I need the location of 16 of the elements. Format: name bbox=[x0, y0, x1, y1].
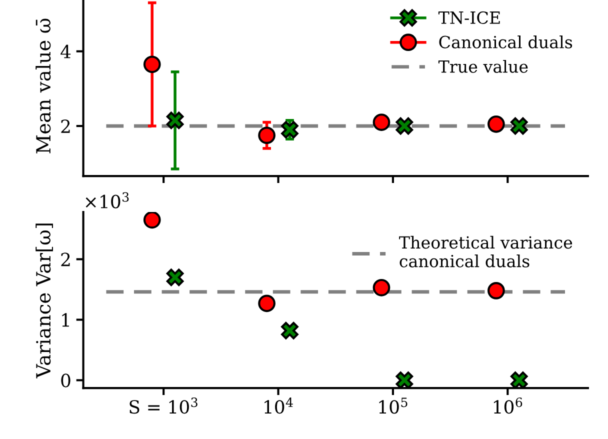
y-tick-label: 0 bbox=[61, 374, 70, 388]
y-tick-label: 2 bbox=[61, 119, 70, 133]
x-tick-label: 10$^{4}$ bbox=[264, 398, 293, 414]
text: ×10$^{3}$ bbox=[86, 192, 129, 208]
legend-label: TN-ICE bbox=[438, 11, 500, 24]
y-tick-label: 4 bbox=[60, 44, 71, 58]
legend-label: True value bbox=[438, 60, 528, 73]
legend-label: Theoretical variance canonical duals bbox=[399, 236, 572, 268]
x-tick-label: 10$^{5}$ bbox=[379, 398, 408, 414]
x-tick-label: 10$^{6}$ bbox=[494, 398, 522, 414]
x-tick-label: S = 10$^{3}$ bbox=[130, 398, 198, 414]
y-tick-label: 1 bbox=[62, 313, 69, 327]
y-axis-title: Variance Var[ω] bbox=[36, 224, 53, 378]
y-axis-title: Mean value ω̄ bbox=[36, 18, 51, 154]
y-tick-label: 2 bbox=[61, 252, 70, 266]
legend-label: Canonical duals bbox=[439, 36, 572, 48]
